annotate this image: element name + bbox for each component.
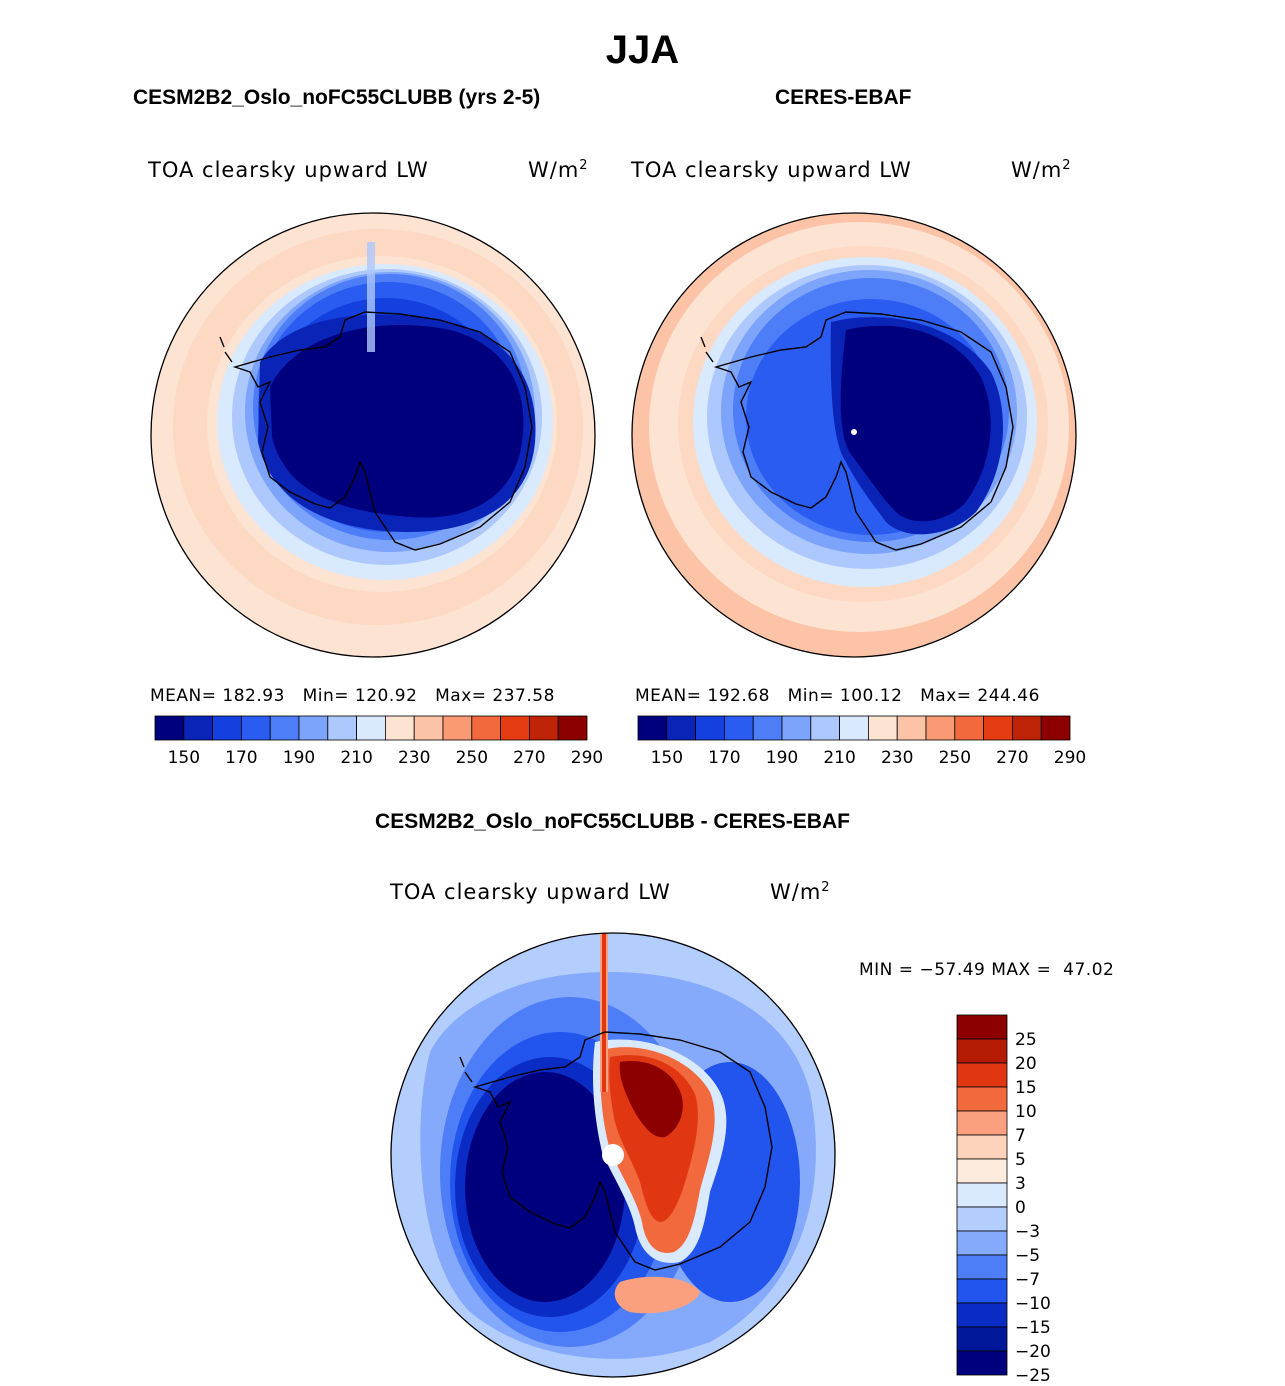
obs-colorbar-swatch	[954, 715, 984, 741]
obs-colorbar-swatch	[867, 715, 898, 741]
model-colorbar-swatch	[384, 715, 415, 741]
diff-colorbar-swatch	[956, 1302, 1008, 1328]
diff-colorbar-swatch	[956, 1062, 1008, 1088]
diff-units-label: W/m2	[770, 880, 831, 904]
obs-colorbar-swatch	[666, 715, 696, 741]
model-colorbar-swatch	[442, 715, 473, 741]
diff-colorbar-tick-label: −7	[1015, 1270, 1041, 1290]
obs-colorbar-tick-label: 290	[1053, 748, 1087, 768]
model-colorbar-swatch	[500, 715, 530, 741]
obs-colorbar-swatch	[1040, 715, 1071, 741]
model-colorbar-swatch	[183, 715, 213, 741]
obs-colorbar-tick-label: 270	[996, 748, 1029, 768]
model-colorbar-swatch	[356, 715, 386, 741]
model-colorbar-tick-label: 250	[455, 748, 489, 768]
diff-colorbar-swatch	[956, 1158, 1008, 1184]
diff-colorbar-tick-label: 3	[1015, 1174, 1026, 1194]
model-colorbar-swatch	[269, 715, 300, 741]
diff-colorbar-tick-label: −20	[1015, 1342, 1051, 1362]
obs-title: CERES-EBAF	[775, 86, 912, 109]
obs-colorbar-swatch	[983, 715, 1013, 741]
diff-colorbar-tick-label: 20	[1015, 1054, 1037, 1074]
diff-colorbar-swatch	[956, 1182, 1008, 1208]
diff-colorbar-tick-label: −5	[1015, 1246, 1041, 1266]
diff-colorbar-swatch	[956, 1326, 1008, 1352]
obs-colorbar-tick-label: 170	[708, 748, 741, 768]
diff-colorbar-tick-label: 10	[1015, 1102, 1037, 1122]
obs-units-label: W/m2	[1011, 158, 1072, 182]
model-colorbar-ticks: 150 170 190 210 230 250 270 290	[155, 748, 604, 770]
obs-colorbar-swatch	[752, 715, 783, 741]
obs-stats: MEAN= 192.68 Min= 100.12 Max= 244.46	[635, 686, 1040, 706]
diff-colorbar-swatch	[956, 1278, 1008, 1304]
diff-colorbar-tick-label: 15	[1015, 1078, 1037, 1098]
model-title: CESM2B2_Oslo_noFC55CLUBB (yrs 2-5)	[133, 86, 541, 109]
obs-colorbar-tick-label: 230	[880, 748, 914, 768]
model-stats: MEAN= 182.93 Min= 120.92 Max= 237.58	[150, 686, 555, 706]
model-colorbar-swatch	[212, 715, 242, 741]
obs-colorbar-swatch	[695, 715, 725, 741]
diff-variable-label: TOA clearsky upward LW	[390, 880, 671, 904]
obs-colorbar-tick-label: 250	[938, 748, 972, 768]
model-colorbar-swatch	[154, 715, 185, 741]
model-colorbar-swatch	[557, 715, 588, 741]
obs-colorbar-ticks: 150 170 190 210 230 250 270 290	[638, 748, 1087, 770]
diff-colorbar-swatch	[956, 1086, 1008, 1112]
model-colorbar-swatch	[241, 715, 271, 741]
obs-map	[631, 212, 1077, 658]
model-colorbar-tick-label: 230	[397, 748, 431, 768]
season-title: JJA	[605, 28, 680, 72]
diff-colorbar-tick-label: 0	[1015, 1198, 1026, 1218]
obs-colorbar-swatch	[925, 715, 956, 741]
diff-colorbar-tick-label: −25	[1015, 1366, 1051, 1386]
model-colorbar-swatch	[471, 715, 501, 741]
diff-colorbar-tick-label: 7	[1015, 1126, 1026, 1146]
model-colorbar-tick-label: 150	[167, 748, 201, 768]
model-units-label: W/m2	[528, 158, 589, 182]
diff-colorbar	[956, 1014, 1008, 1376]
diff-colorbar-tick-label: 25	[1015, 1030, 1037, 1050]
diff-colorbar-swatch	[956, 1134, 1008, 1160]
diff-colorbar-tick-label: −15	[1015, 1318, 1051, 1338]
diff-colorbar-swatch	[956, 1038, 1008, 1064]
obs-variable-label: TOA clearsky upward LW	[631, 158, 912, 182]
model-colorbar-tick-label: 170	[225, 748, 258, 768]
diff-colorbar-tick-label: −3	[1015, 1222, 1041, 1242]
diff-colorbar-tick-label: 5	[1015, 1150, 1026, 1170]
obs-colorbar-swatch	[637, 715, 668, 741]
diff-colorbar-swatch	[956, 1230, 1008, 1256]
model-colorbar-swatch	[413, 715, 444, 741]
obs-colorbar-tick-label: 150	[650, 748, 684, 768]
diff-colorbar-tick-label: −10	[1015, 1294, 1051, 1314]
diff-colorbar-ticks: 25 20 15 10 7 5 3 0 −3 −5 −7 −10 −15 −20 −25	[1015, 1015, 1085, 1386]
diff-colorbar-swatch	[956, 1254, 1008, 1280]
model-map	[150, 212, 596, 658]
obs-colorbar-swatch	[839, 715, 869, 741]
diff-colorbar-swatch	[956, 1206, 1008, 1232]
obs-colorbar-swatch	[896, 715, 927, 741]
obs-colorbar-tick-label: 210	[823, 748, 856, 768]
model-variable-label: TOA clearsky upward LW	[148, 158, 429, 182]
model-colorbar-tick-label: 210	[340, 748, 373, 768]
model-colorbar-swatch	[298, 715, 329, 741]
model-colorbar-tick-label: 190	[282, 748, 316, 768]
obs-colorbar-swatch	[781, 715, 812, 741]
diff-colorbar-swatch	[956, 1014, 1008, 1040]
model-colorbar-swatch	[528, 715, 559, 741]
diff-colorbar-swatch	[956, 1110, 1008, 1136]
model-colorbar-tick-label: 290	[570, 748, 604, 768]
obs-colorbar	[637, 715, 1071, 741]
diff-title: CESM2B2_Oslo_noFC55CLUBB - CERES-EBAF	[375, 810, 850, 833]
obs-colorbar-swatch	[1011, 715, 1042, 741]
model-colorbar-swatch	[327, 715, 358, 741]
diff-map	[390, 932, 836, 1378]
diff-stats: MIN = −57.49 MAX = 47.02	[859, 960, 1115, 980]
obs-colorbar-swatch	[810, 715, 841, 741]
model-colorbar	[154, 715, 588, 741]
model-colorbar-tick-label: 270	[513, 748, 546, 768]
obs-colorbar-tick-label: 190	[765, 748, 799, 768]
diff-colorbar-swatch	[956, 1350, 1008, 1376]
obs-colorbar-swatch	[724, 715, 754, 741]
